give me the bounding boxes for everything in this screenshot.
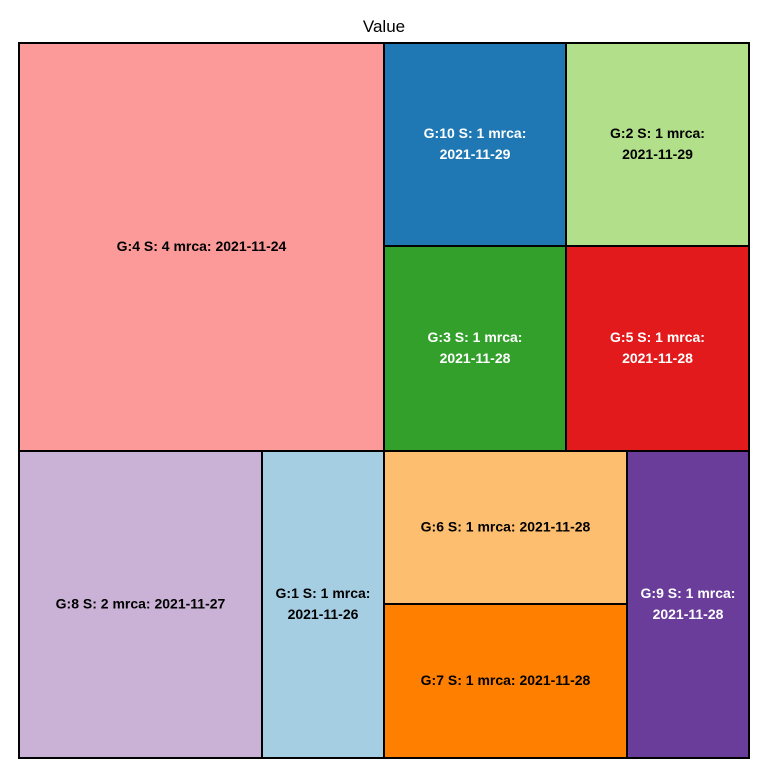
treemap-tile-label-line: G:6 S: 1 mrca: 2021-11-28 [421, 518, 591, 534]
treemap-tile-label-line: G:5 S: 1 mrca: [610, 329, 705, 345]
treemap-tile-g6: G:6 S: 1 mrca: 2021-11-28 [383, 450, 628, 605]
treemap-tile-label-line: G:4 S: 4 mrca: 2021-11-24 [117, 238, 287, 254]
treemap-tile-label-line: G:2 S: 1 mrca: [610, 125, 705, 141]
treemap-tile-label-line: G:10 S: 1 mrca: [424, 125, 527, 141]
treemap-tile-g9: G:9 S: 1 mrca: 2021-11-28 [626, 450, 750, 759]
treemap-tile-g8: G:8 S: 2 mrca: 2021-11-27 [18, 450, 263, 759]
treemap-tile-label-line: 2021-11-28 [653, 606, 724, 622]
treemap-tile-g5: G:5 S: 1 mrca: 2021-11-28 [565, 245, 750, 452]
treemap-tile-rect [626, 450, 750, 759]
treemap-tile-g4: G:4 S: 4 mrca: 2021-11-24 [18, 42, 385, 452]
treemap-tile-g2: G:2 S: 1 mrca: 2021-11-29 [565, 42, 750, 247]
treemap-tile-label: G:6 S: 1 mrca: 2021-11-28 [421, 518, 591, 534]
treemap-tile-label-line: 2021-11-26 [288, 606, 359, 622]
treemap-tile-label: G:8 S: 2 mrca: 2021-11-27 [56, 595, 226, 611]
treemap-tile-rect [383, 245, 567, 452]
treemap-tile-label-line: G:8 S: 2 mrca: 2021-11-27 [56, 595, 226, 611]
treemap-tile-rect [261, 450, 385, 759]
treemap-tile-g7: G:7 S: 1 mrca: 2021-11-28 [383, 603, 628, 759]
treemap-tile-label-line: G:7 S: 1 mrca: 2021-11-28 [421, 672, 591, 688]
treemap-tile-label-line: G:9 S: 1 mrca: [641, 585, 736, 601]
treemap-tile-g3: G:3 S: 1 mrca: 2021-11-28 [383, 245, 567, 452]
treemap-tile-label-line: G:1 S: 1 mrca: [276, 585, 371, 601]
treemap-tile-label: G:10 S: 1 mrca: 2021-11-29 [424, 125, 527, 162]
treemap-tile-label: G:1 S: 1 mrca: 2021-11-26 [276, 585, 371, 622]
treemap-tile-label-line: 2021-11-28 [440, 350, 511, 366]
treemap-tile-g10: G:10 S: 1 mrca: 2021-11-29 [383, 42, 567, 247]
chart-title: Value [363, 17, 405, 36]
treemap-tile-label-line: 2021-11-29 [440, 146, 511, 162]
treemap-tile-label-line: 2021-11-29 [622, 146, 693, 162]
treemap-tile-label: G:2 S: 1 mrca: 2021-11-29 [610, 125, 705, 162]
treemap-tile-rect [18, 42, 385, 452]
tiles-layer: G:4 S: 4 mrca: 2021-11-24 G:10 S: 1 mrca:… [18, 42, 750, 759]
treemap-tile-label-line: G:3 S: 1 mrca: [428, 329, 523, 345]
treemap-tile-rect [18, 450, 263, 759]
treemap-tile-rect [383, 42, 567, 247]
treemap-tile-g1: G:1 S: 1 mrca: 2021-11-26 [261, 450, 385, 759]
treemap-tile-label: G:9 S: 1 mrca: 2021-11-28 [641, 585, 736, 622]
treemap-tile-label: G:7 S: 1 mrca: 2021-11-28 [421, 672, 591, 688]
treemap-tile-rect [383, 603, 628, 759]
treemap-tile-label-line: 2021-11-28 [622, 350, 693, 366]
treemap-tile-label: G:3 S: 1 mrca: 2021-11-28 [428, 329, 523, 366]
treemap-tile-rect [565, 42, 750, 247]
treemap-tile-rect [565, 245, 750, 452]
treemap-tile-label: G:5 S: 1 mrca: 2021-11-28 [610, 329, 705, 366]
treemap-tile-label: G:4 S: 4 mrca: 2021-11-24 [117, 238, 287, 254]
